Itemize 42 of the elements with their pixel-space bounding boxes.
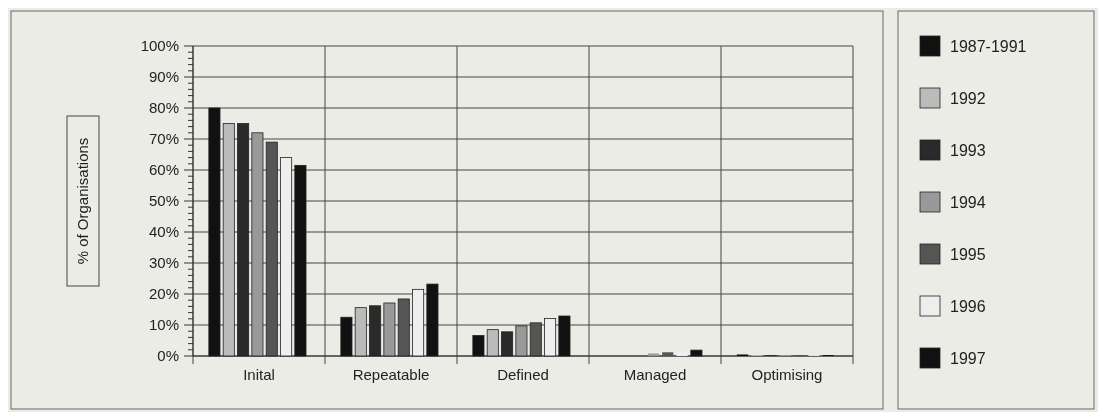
x-tick-label: Optimising	[751, 366, 823, 383]
bar	[280, 157, 293, 357]
legend-label: 1992	[950, 89, 986, 107]
y-tick-label: 90%	[148, 68, 179, 86]
x-tick-label: Defined	[497, 366, 549, 383]
bar	[383, 302, 396, 357]
y-tick-label: 20%	[148, 285, 179, 303]
bar	[222, 123, 235, 357]
bar	[265, 141, 278, 357]
bar	[412, 288, 425, 357]
legend-label: 1997	[950, 349, 986, 367]
x-tick-label: Inital	[243, 366, 275, 383]
bar	[340, 316, 353, 357]
x-tick-label: Repeatable	[352, 366, 430, 383]
bar	[354, 307, 367, 357]
legend-label: 1987-1991	[950, 37, 1027, 55]
bar	[294, 164, 307, 357]
legend-label: 1995	[950, 245, 986, 263]
bar	[208, 107, 221, 357]
bar	[544, 318, 557, 357]
y-axis-title: % of Organisations	[74, 137, 92, 265]
bar	[486, 329, 499, 357]
y-tick-label: 100%	[140, 37, 179, 55]
y-tick-label: 60%	[148, 161, 179, 179]
bar	[515, 325, 528, 357]
y-tick-label: 40%	[148, 223, 179, 241]
bar	[397, 298, 410, 357]
bar	[558, 315, 571, 357]
legend-label: 1996	[950, 297, 986, 315]
bar	[529, 322, 542, 357]
y-tick-label: 70%	[148, 130, 179, 148]
y-tick-label: 50%	[148, 192, 179, 210]
y-tick-label: 80%	[148, 99, 179, 117]
y-tick-label: 10%	[148, 316, 179, 334]
legend-label: 1993	[950, 141, 986, 159]
y-tick-label: 30%	[148, 254, 179, 272]
y-tick-label: 0%	[157, 347, 179, 365]
bar	[426, 283, 439, 357]
x-tick-label: Managed	[623, 366, 687, 383]
bar	[251, 132, 264, 357]
bar	[472, 335, 485, 357]
legend-label: 1994	[950, 193, 986, 211]
